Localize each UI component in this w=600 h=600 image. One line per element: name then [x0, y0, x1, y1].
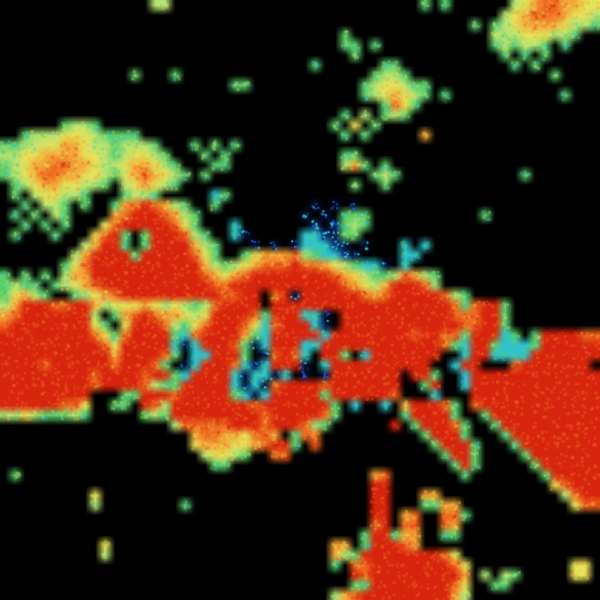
radar-canvas [0, 0, 600, 600]
weather-radar-image [0, 0, 600, 600]
